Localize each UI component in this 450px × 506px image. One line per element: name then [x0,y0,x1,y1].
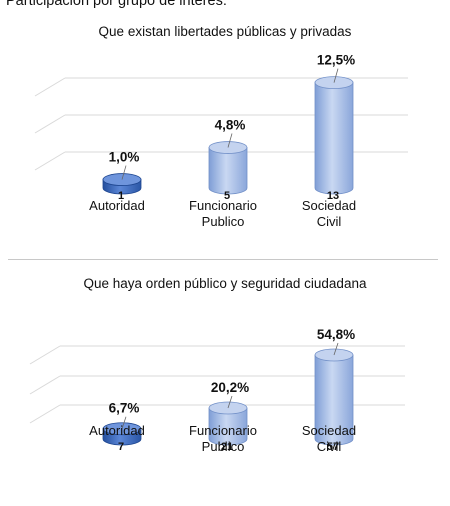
chart-title-orden-publico: Que haya orden público y seguridad ciuda… [83,276,367,291]
section-divider [8,259,438,260]
category-label: Autoridad [89,198,145,213]
category-label: Autoridad [89,423,145,438]
count-label: 7 [118,441,124,453]
gridline-diagonal [29,345,61,365]
percent-label: 6,7% [109,401,140,416]
label-leader [227,133,233,148]
count-label: 57 [327,441,339,453]
label-leader [121,165,127,180]
percent-label: 12,5% [317,53,355,68]
bar-body-sociedad-civil [314,82,354,195]
percent-label: 54,8% [317,327,355,342]
gridline-diagonal [34,77,66,97]
percent-label: 4,8% [215,118,246,133]
percent-label: 20,2% [211,380,249,395]
category-label: Sociedad Civil [302,198,356,229]
chart-title-libertades: Que existan libertades públicas y privad… [98,24,352,39]
count-label: 1 [118,190,124,202]
page-header: Participación por grupo de interés: [6,0,227,9]
gridline-diagonal [34,114,66,134]
percent-label: 1,0% [109,150,140,165]
count-label: 5 [224,190,230,202]
label-leader [227,395,233,409]
label-leader [333,68,339,83]
label-leader [121,416,127,429]
gridline-diagonal [29,404,61,424]
category-label: Funcionario Publico [189,423,257,454]
bar-body-funcionario-publico [208,147,248,195]
gridline-diagonal [29,375,61,395]
bar-body-sociedad-civil [314,354,354,446]
count-label: 21 [221,441,233,453]
gridline-diagonal [34,151,66,171]
bar-body-funcionario-publico [208,407,248,446]
category-label: Funcionario Publico [189,198,257,229]
bar-top-funcionario-publico [208,401,248,415]
category-label: Sociedad Civil [302,423,356,454]
count-label: 13 [327,190,339,202]
label-leader [333,342,339,356]
bar-top-autoridad [102,422,142,436]
